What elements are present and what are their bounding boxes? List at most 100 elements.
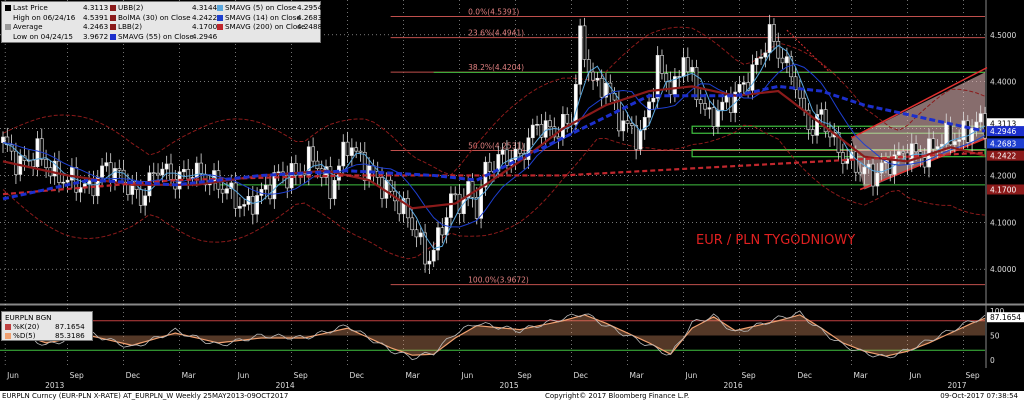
candle-body xyxy=(862,166,867,175)
candle-body xyxy=(375,170,380,178)
candle-body xyxy=(57,160,61,183)
osc-value-tag-label: 87.1654 xyxy=(990,313,1021,322)
osc-y-tick-label: 50 xyxy=(990,332,1000,341)
candle-body xyxy=(690,67,695,73)
price-tag-box xyxy=(987,184,1024,195)
legend-entry-label: Average xyxy=(13,22,43,31)
legend-entry: Low on 04/24/15 3.9672 xyxy=(5,32,108,41)
candle-body xyxy=(143,195,148,206)
candle-body xyxy=(341,141,346,167)
legend-entry-value: 4.3144 xyxy=(192,3,218,12)
candle-body xyxy=(922,157,927,168)
candle-body xyxy=(952,141,957,146)
legend-entry-value: 4.1700 xyxy=(192,22,218,31)
candle-body xyxy=(410,217,415,231)
legend-swatch-icon xyxy=(110,24,116,30)
legend-entry-label: SMAVG (14) on Close xyxy=(225,12,301,22)
candle-body xyxy=(91,180,96,197)
y-tick-label: 4.5000 xyxy=(990,31,1016,40)
candle-body xyxy=(250,195,255,215)
candle-body xyxy=(746,82,751,91)
sma200-line xyxy=(2,151,986,196)
legend-entry: UBB(2) 4.3144 xyxy=(110,4,217,12)
candle-body xyxy=(724,95,729,103)
candle-body xyxy=(362,152,367,181)
candle-body xyxy=(582,25,587,60)
oscillator-panel-background xyxy=(0,304,1024,368)
candle-body xyxy=(707,107,712,110)
legend-entry-label: LBB(2) xyxy=(118,22,143,31)
fib-level-label: 0.0%(4.5391) xyxy=(468,7,519,16)
candle-body xyxy=(285,174,290,189)
fib-level-label: 23.6%(4.4941) xyxy=(468,29,524,38)
legend-entry: SMAVG (55) on Close 4.2946 xyxy=(110,31,217,41)
candle-body xyxy=(276,171,281,174)
legend-swatch-icon xyxy=(5,5,11,11)
legend-entry-value: 4.5391 xyxy=(83,12,109,22)
y-tick-label: 4.1000 xyxy=(990,218,1016,227)
legend-swatch-icon xyxy=(5,24,11,30)
candle-body xyxy=(87,180,92,185)
candle-body xyxy=(698,99,703,104)
candle-body xyxy=(104,162,109,167)
legend-entry-label: SMAVG (55) on Close xyxy=(118,31,194,41)
candle-body xyxy=(220,188,225,194)
channel-upper-line xyxy=(851,66,988,139)
fib-level-label: 38.2%(4.4204) xyxy=(468,63,524,72)
candle-body xyxy=(909,143,914,166)
candle-body xyxy=(272,172,277,200)
candle-body xyxy=(427,260,432,265)
candle-body xyxy=(694,67,699,101)
fib-level-label: 50.0%(4.2531) xyxy=(468,142,524,151)
candle-body xyxy=(311,146,316,162)
candle-body xyxy=(61,181,66,184)
candle-body xyxy=(914,143,918,153)
candle-body xyxy=(517,148,522,154)
candle-body xyxy=(539,124,544,138)
legend-swatch-icon xyxy=(110,14,116,21)
candle-body xyxy=(229,182,234,189)
candle-body xyxy=(638,129,643,150)
price-legend: Last Price 4.3113 High on 06/24/16 4.5391 Av… xyxy=(1,1,322,43)
x-tick-month-label: Sep xyxy=(70,371,84,380)
x-tick-month-label: Jun xyxy=(908,371,921,380)
legend-entry-label: Last Price xyxy=(13,3,48,12)
candle-body xyxy=(449,193,453,218)
candle-body xyxy=(328,166,333,200)
candle-body xyxy=(440,227,445,236)
price-tag-label: 4.2683 xyxy=(990,139,1016,148)
candle-body xyxy=(565,114,570,124)
candle-body xyxy=(655,55,660,99)
fib-level-label: 100.0%(3.9672) xyxy=(468,276,529,285)
candle-body xyxy=(586,59,591,73)
candle-body xyxy=(879,162,884,174)
x-tick-year-label: 2017 xyxy=(947,381,966,390)
candle-body xyxy=(728,95,733,113)
x-axis-background xyxy=(0,368,1024,391)
candle-body xyxy=(716,109,720,127)
candle-body xyxy=(289,163,294,189)
candle-body xyxy=(14,150,18,175)
candle-body xyxy=(199,162,204,175)
candle-body xyxy=(720,101,725,111)
candle-body xyxy=(836,132,841,153)
candle-body xyxy=(543,120,548,138)
x-tick-month-label: Sep xyxy=(518,371,532,380)
candle-body xyxy=(961,120,966,141)
candle-body xyxy=(871,163,875,187)
candle-body xyxy=(815,114,819,136)
price-tag-box xyxy=(987,138,1024,149)
osc-y-tick-label: 0 xyxy=(990,356,995,365)
x-tick-month-label: Dec xyxy=(350,371,365,380)
legend-swatch-icon xyxy=(217,14,223,21)
candle-body xyxy=(604,82,608,98)
candle-body xyxy=(117,168,122,171)
candle-body xyxy=(767,24,772,54)
x-tick-month-label: Dec xyxy=(797,371,812,380)
candle-body xyxy=(397,200,402,215)
legend-entry-value: 3.9672 xyxy=(83,31,109,41)
candle-body xyxy=(905,152,910,166)
candle-body xyxy=(169,163,173,180)
osc-d-label: %D(5) xyxy=(13,331,36,340)
candle-body xyxy=(461,197,466,215)
